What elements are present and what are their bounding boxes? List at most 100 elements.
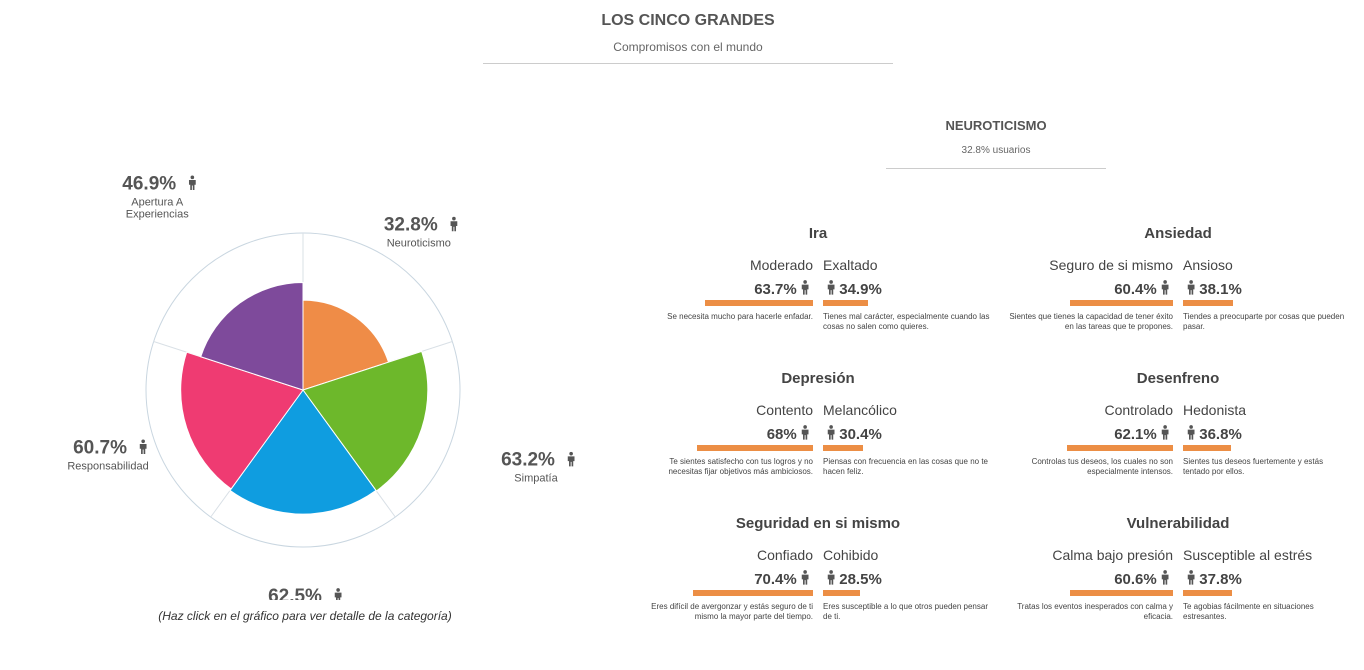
facet-title: Ansiedad bbox=[1144, 225, 1212, 242]
facet-left-pole: Confiado 70.4% Eres difícil de avergonzar … bbox=[645, 547, 813, 622]
person-icon bbox=[801, 279, 809, 295]
facet-right-pole: Cohibido 28.5% Eres susceptible a lo que o… bbox=[823, 547, 991, 622]
person-icon bbox=[450, 216, 458, 232]
chart-value-label: 63.2% bbox=[501, 450, 555, 471]
chart-slice-4[interactable] bbox=[180, 351, 304, 490]
facet-right-pole: Hedonista 36.8% Sientes tus deseos fuertem… bbox=[1183, 402, 1351, 477]
pole-percentage: 34.9% bbox=[823, 279, 991, 298]
pole-value: 60.4% bbox=[1114, 280, 1157, 298]
pole-percentage: 37.8% bbox=[1183, 569, 1351, 588]
pole-value: 63.7% bbox=[754, 280, 797, 298]
pole-label: Controlado bbox=[1104, 402, 1174, 418]
facet-card: Vulnerabilidad Calma bajo presión 60.6% Tra… bbox=[1005, 515, 1351, 645]
person-icon bbox=[567, 451, 575, 467]
chart-category-label: Experiencias bbox=[126, 208, 189, 220]
person-icon bbox=[1187, 279, 1195, 299]
pole-value: 62.1% bbox=[1114, 425, 1157, 443]
pole-label: Seguro de si mismo bbox=[1049, 257, 1173, 273]
chart-slice-2[interactable] bbox=[302, 350, 429, 492]
pole-bar bbox=[693, 590, 813, 596]
pole-percentage: 36.8% bbox=[1183, 424, 1351, 444]
pole-percentage: 70.4% bbox=[645, 569, 813, 589]
person-icon bbox=[801, 279, 809, 299]
person-icon bbox=[139, 439, 147, 454]
person-icon bbox=[827, 424, 835, 444]
pole-value: 38.1% bbox=[1199, 280, 1242, 298]
person-icon bbox=[1161, 569, 1169, 589]
pole-description: Eres difícil de avergonzar y estás segur… bbox=[651, 602, 813, 621]
person-icon bbox=[1161, 424, 1169, 444]
pole-value: 30.4% bbox=[839, 425, 882, 443]
facet-card: Seguridad en si mismo Confiado 70.4% Eres d… bbox=[645, 515, 991, 645]
facet-title: Desenfreno bbox=[1136, 370, 1220, 387]
pole-description: Controlas tus deseos, los cuales no son … bbox=[1031, 457, 1173, 476]
page-title: LOS CINCO GRANDES bbox=[601, 12, 775, 29]
pole-bar bbox=[705, 300, 813, 306]
big-five-chart[interactable]: 32.8% Neuroticismo 63.2% Simpatía 62.5%Extro… bbox=[0, 0, 610, 600]
page-subtitle: Compromisos con el mundo bbox=[613, 40, 763, 54]
person-icon bbox=[1187, 424, 1195, 440]
pole-label: Susceptible al estrés bbox=[1183, 547, 1313, 563]
pole-percentage: 63.7% bbox=[645, 279, 813, 299]
pole-value: 70.4% bbox=[754, 570, 797, 588]
chart-slice-1[interactable] bbox=[302, 299, 390, 391]
pole-percentage: 68% bbox=[645, 424, 813, 444]
pole-label: Confiado bbox=[756, 547, 813, 563]
pole-label: Hedonista bbox=[1183, 402, 1247, 418]
chart-category-label: Responsabilidad bbox=[67, 460, 148, 472]
pole-bar bbox=[1067, 445, 1173, 451]
chart-category-label: Simpatía bbox=[514, 473, 558, 485]
detail-title: NEUROTICISMO bbox=[945, 118, 1047, 133]
pole-description: Tienes mal carácter, especialmente cuand… bbox=[823, 312, 990, 331]
detail-subtitle: 32.8% usuarios bbox=[961, 145, 1031, 156]
pole-description: Te agobias fácilmente en situaciones est… bbox=[1183, 602, 1314, 621]
pole-value: 36.8% bbox=[1199, 425, 1242, 443]
person-icon bbox=[1187, 279, 1195, 295]
facet-left-pole: Controlado 62.1% Controlas tus deseos, los… bbox=[1005, 402, 1173, 477]
chart-label-1: 32.8% Neuroticismo bbox=[384, 215, 458, 250]
pole-percentage: 60.6% bbox=[1005, 569, 1173, 589]
person-icon bbox=[1187, 424, 1195, 444]
chart-slice-5[interactable] bbox=[200, 281, 304, 391]
pole-bar bbox=[1183, 590, 1232, 596]
pole-label: Melancólico bbox=[823, 402, 897, 418]
facet-title: Vulnerabilidad bbox=[1126, 515, 1230, 532]
facet-card: Ira Moderado 63.7% Se necesita mucho para h… bbox=[645, 225, 991, 355]
chart-value-label: 32.8% bbox=[384, 215, 438, 236]
person-icon bbox=[188, 175, 196, 190]
pole-label: Cohibido bbox=[823, 547, 879, 563]
person-icon bbox=[1161, 279, 1169, 299]
pole-description: Tiendes a preocuparte por cosas que pued… bbox=[1183, 312, 1345, 331]
pole-bar bbox=[1183, 300, 1233, 306]
person-icon bbox=[827, 424, 835, 440]
pole-label: Exaltado bbox=[823, 257, 878, 273]
pole-description: Eres susceptible a lo que otros pueden p… bbox=[823, 602, 988, 621]
chart-label-3: 62.5%Extroversión bbox=[268, 586, 342, 600]
chart-category-label: Neuroticismo bbox=[387, 238, 451, 250]
facet-title: Ira bbox=[808, 225, 828, 242]
person-icon bbox=[801, 569, 809, 585]
facet-card: Ansiedad Seguro de si mismo 60.4% Sientes q… bbox=[1005, 225, 1351, 355]
pole-bar bbox=[1070, 590, 1173, 596]
person-icon bbox=[1187, 569, 1195, 585]
pole-description: Sientes que tienes la capacidad de tener… bbox=[1009, 312, 1173, 331]
person-icon bbox=[1161, 569, 1169, 585]
pole-description: Se necesita mucho para hacerle enfadar. bbox=[667, 312, 813, 321]
pole-bar bbox=[697, 445, 813, 451]
person-icon bbox=[827, 569, 835, 585]
facet-left-pole: Calma bajo presión 60.6% Tratas los evento… bbox=[1005, 547, 1173, 622]
person-icon bbox=[1161, 424, 1169, 440]
pole-percentage: 38.1% bbox=[1183, 279, 1351, 299]
facet-left-pole: Seguro de si mismo 60.4% Sientes que tiene… bbox=[1005, 257, 1173, 332]
pole-value: 68% bbox=[766, 425, 797, 443]
person-icon bbox=[801, 424, 809, 444]
pole-percentage: 60.4% bbox=[1005, 279, 1173, 299]
facet-title: Seguridad en si mismo bbox=[735, 515, 901, 532]
person-icon bbox=[801, 424, 809, 440]
chart-label-2: 63.2% Simpatía bbox=[501, 450, 575, 485]
pole-description: Tratas los eventos inesperados con calma… bbox=[1017, 602, 1173, 621]
person-icon bbox=[801, 569, 809, 589]
pole-value: 28.5% bbox=[839, 570, 882, 588]
facet-right-pole: Susceptible al estrés 37.8% Te agobias fác… bbox=[1183, 547, 1351, 622]
chart-slice-3[interactable] bbox=[229, 389, 377, 515]
